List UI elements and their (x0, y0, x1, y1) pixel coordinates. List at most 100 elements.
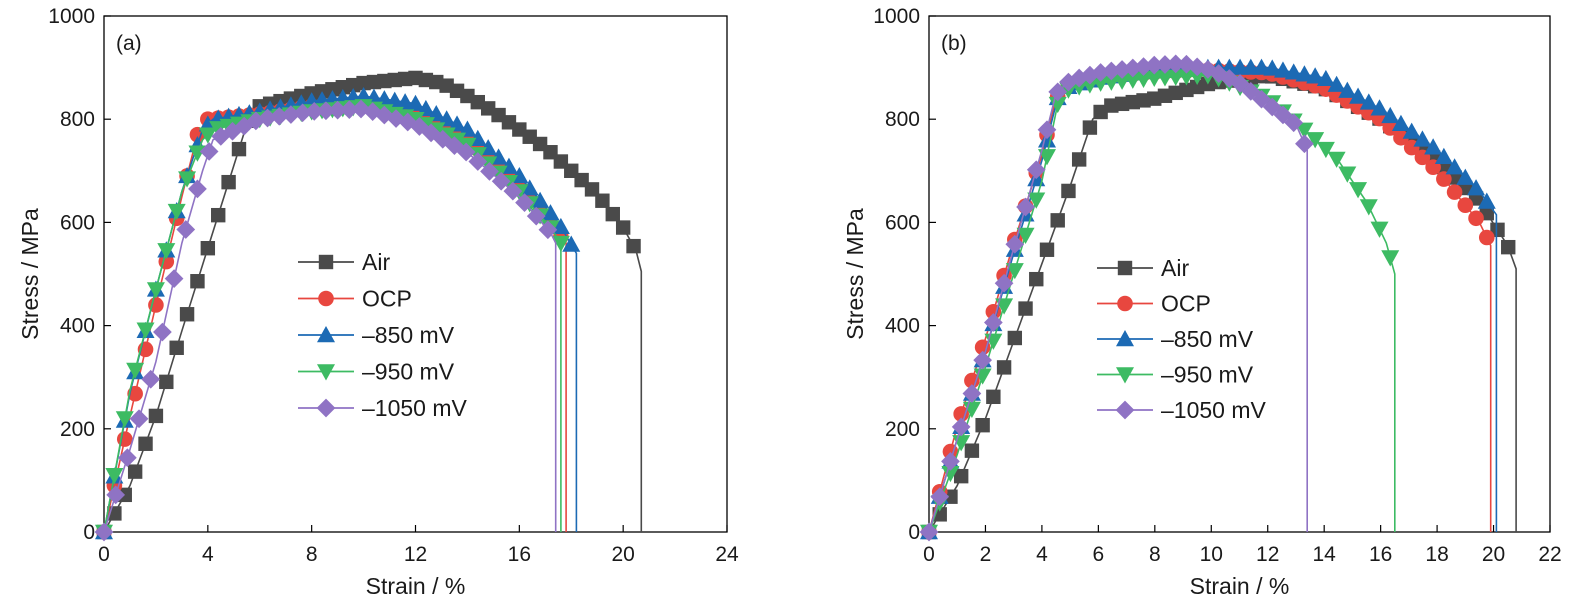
legend-item-950-mv: –950 mV (1097, 362, 1254, 388)
chart-panel-a: 0 4 8 12 16 20 24 0 200 400 600 800 1000 Strain / % St… (17, 5, 739, 599)
data-point (1306, 67, 1325, 84)
data-point (1039, 242, 1055, 257)
data-point (1436, 171, 1452, 187)
data-point (538, 220, 558, 240)
plot-frame (928, 15, 1551, 533)
data-point (503, 181, 523, 201)
data-point (127, 464, 143, 479)
panel-label: (a) (116, 32, 142, 55)
plot-frame (103, 15, 728, 533)
data-point (406, 94, 425, 111)
x-tick-label: 6 (1093, 543, 1105, 566)
data-point (1391, 114, 1410, 131)
data-point (1381, 250, 1400, 267)
data-point (1295, 122, 1314, 139)
data-point (515, 193, 534, 212)
data-point (615, 220, 631, 235)
data-point (231, 141, 247, 157)
x-tick-label: 0 (98, 543, 110, 566)
legend: Air OCP –850 mV –950 mV –1050 mV (298, 249, 468, 421)
data-point (269, 106, 289, 126)
data-point (520, 179, 539, 196)
legend-label: –850 mV (1161, 326, 1254, 352)
data-point (211, 207, 226, 223)
x-tick-label: 14 (1313, 543, 1337, 566)
y-tick-label: 200 (885, 418, 920, 441)
series-950-mv (920, 68, 1400, 541)
legend-item-850-mv: –850 mV (298, 322, 455, 348)
data-point (115, 411, 134, 428)
x-tick-label: 10 (1200, 543, 1223, 566)
legend-item-air: Air (1097, 255, 1189, 281)
x-axis-label: Strain / % (366, 573, 466, 599)
data-point (994, 273, 1014, 293)
data-point (157, 243, 176, 260)
data-point (1134, 71, 1153, 88)
data-point (468, 152, 488, 171)
x-tick-label: 8 (1149, 543, 1161, 566)
y-tick-label: 1000 (48, 5, 95, 28)
data-point (328, 100, 347, 120)
data-point (1016, 227, 1035, 244)
data-point (1446, 184, 1463, 200)
data-point (1468, 210, 1484, 227)
data-point (1037, 131, 1056, 148)
data-point (136, 322, 155, 339)
data-point (584, 182, 600, 197)
y-tick-label: 400 (60, 315, 95, 338)
legend-label: –950 mV (362, 359, 455, 385)
data-point (964, 443, 980, 458)
data-point (1029, 271, 1044, 287)
data-point (1402, 122, 1421, 139)
legend-marker (1117, 295, 1133, 312)
data-point (293, 103, 312, 123)
data-point (126, 362, 145, 379)
data-point (118, 448, 137, 468)
y-tick-label: 0 (908, 521, 920, 544)
x-tick-label: 16 (508, 543, 531, 566)
data-point (941, 452, 960, 471)
chart-panel-b: 0 2 4 6 8 10 12 14 16 18 20 22 0 200 400 600 800 1000 Stra… (842, 5, 1562, 599)
x-tick-label: 4 (202, 543, 214, 566)
y-tick-label: 0 (83, 521, 95, 544)
data-point (234, 116, 254, 136)
data-point (1263, 59, 1282, 76)
data-point (1071, 152, 1087, 167)
data-point (146, 282, 165, 299)
data-point (141, 369, 161, 389)
data-point (1424, 138, 1443, 155)
data-point (106, 485, 126, 505)
data-point (1091, 75, 1110, 92)
legend-marker (1117, 260, 1133, 276)
data-point (551, 235, 570, 253)
data-point (169, 340, 184, 355)
legend-marker (1115, 400, 1135, 420)
data-point (975, 417, 990, 433)
data-point (445, 136, 464, 156)
data-point (930, 487, 950, 507)
data-point (433, 129, 453, 149)
data-point (221, 174, 236, 190)
data-point (1005, 263, 1024, 280)
data-point (190, 274, 205, 289)
series-1050-mv (919, 54, 1314, 542)
data-point (1382, 120, 1399, 136)
y-tick-label: 600 (885, 211, 920, 234)
data-point (973, 350, 992, 370)
data-point (1273, 61, 1292, 78)
data-point (626, 238, 641, 254)
data-point (159, 374, 174, 390)
series-line-1050-mv (928, 62, 1308, 533)
data-point (1349, 87, 1368, 104)
x-tick-label: 18 (1425, 543, 1448, 566)
data-point (1338, 166, 1357, 183)
data-point (491, 171, 511, 191)
data-point (1144, 55, 1164, 75)
legend-marker (316, 398, 336, 418)
series-1050-mv (94, 99, 558, 542)
data-point (1230, 74, 1250, 93)
data-point (281, 105, 301, 124)
data-point (209, 121, 228, 138)
data-point (129, 409, 149, 429)
